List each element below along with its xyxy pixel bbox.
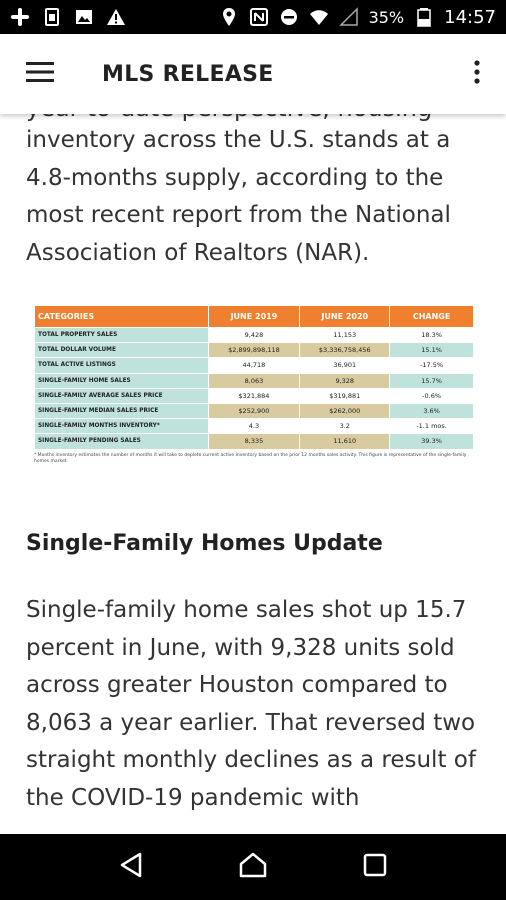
home-icon bbox=[238, 852, 268, 882]
table-cell: -17.5% bbox=[389, 357, 474, 374]
table-cell: 9,328 bbox=[299, 372, 391, 389]
status-left bbox=[10, 7, 126, 27]
table-cell: 4.3 bbox=[207, 418, 301, 435]
warning-icon bbox=[106, 7, 126, 27]
table-header-row: CATEGORIES JUNE 2019 JUNE 2020 CHANGE bbox=[34, 305, 474, 328]
table-row: TOTAL DOLLAR VOLUME $2,899,898,118 $3,33… bbox=[34, 342, 474, 359]
table-cell: 8,335 bbox=[207, 433, 301, 450]
section-heading: Single-Family Homes Update bbox=[26, 531, 383, 556]
table-cell: 36,901 bbox=[299, 357, 391, 374]
app-bar: MLS RELEASE bbox=[0, 34, 506, 114]
menu-icon bbox=[26, 62, 54, 86]
table-row: SINGLE-FAMILY AVERAGE SALES PRICE $321,8… bbox=[34, 387, 474, 404]
back-icon bbox=[119, 852, 143, 882]
more-vert-icon bbox=[474, 60, 480, 88]
table-cell: 39.3% bbox=[389, 433, 474, 450]
table-header: CHANGE bbox=[389, 305, 474, 328]
table-row: TOTAL ACTIVE LISTINGS 44,718 36,901 -17.… bbox=[34, 357, 474, 374]
table-cell: 3.2 bbox=[299, 418, 391, 435]
more-options-button[interactable] bbox=[448, 34, 506, 114]
table-cell: $2,899,898,118 bbox=[207, 342, 301, 359]
sim-icon bbox=[42, 7, 62, 27]
table-cell: 15.7% bbox=[389, 372, 474, 389]
article-content[interactable]: year-to-date perspective, housing invent… bbox=[0, 114, 506, 834]
table-row: TOTAL PROPERTY SALES 9,428 11,153 18.3% bbox=[34, 326, 474, 344]
article-paragraph: Single-family home sales shot up 15.7 pe… bbox=[26, 597, 476, 811]
back-button[interactable] bbox=[101, 837, 161, 897]
table-cell: TOTAL PROPERTY SALES bbox=[34, 326, 209, 344]
clock: 14:57 bbox=[444, 6, 496, 28]
table-cell: 3.6% bbox=[389, 402, 474, 420]
table-cell: 15.1% bbox=[389, 342, 474, 359]
table-cell: $321,884 bbox=[207, 387, 301, 404]
table-row: SINGLE-FAMILY MONTHS INVENTORY* 4.3 3.2 … bbox=[34, 418, 474, 435]
battery-icon bbox=[414, 7, 434, 27]
table-cell: SINGLE-FAMILY AVERAGE SALES PRICE bbox=[34, 387, 209, 404]
wifi-icon bbox=[309, 7, 329, 27]
location-icon bbox=[219, 7, 239, 27]
table-cell: 18.3% bbox=[389, 326, 474, 344]
table-cell: 11,610 bbox=[299, 433, 391, 450]
table-header: JUNE 2019 bbox=[207, 305, 301, 328]
table-row: SINGLE-FAMILY HOME SALES 8,063 9,328 15.… bbox=[34, 372, 474, 389]
table-cell: 44,718 bbox=[207, 357, 301, 374]
table-cell: $262,000 bbox=[299, 402, 391, 420]
table-cell: $252,900 bbox=[207, 402, 301, 420]
app-title: MLS RELEASE bbox=[102, 61, 274, 87]
status-right: 35% 14:57 bbox=[219, 7, 496, 28]
table-cell: TOTAL DOLLAR VOLUME bbox=[34, 342, 209, 359]
table-cell: SINGLE-FAMILY MONTHS INVENTORY* bbox=[34, 418, 209, 435]
table-cell: 11,153 bbox=[299, 326, 391, 344]
table-row: SINGLE-FAMILY PENDING SALES 8,335 11,610… bbox=[34, 433, 474, 450]
table-cell: SINGLE-FAMILY MEDIAN SALES PRICE bbox=[34, 402, 209, 420]
table-header: JUNE 2020 bbox=[299, 305, 391, 328]
navigation-bar bbox=[0, 834, 506, 900]
table-cell: 8,063 bbox=[207, 372, 301, 389]
table-cell: -0.6% bbox=[389, 387, 474, 404]
home-button[interactable] bbox=[223, 837, 283, 897]
nfc-icon bbox=[249, 7, 269, 27]
table-footnote: * Months inventory estimates the number … bbox=[34, 452, 467, 464]
mls-stats-table: CATEGORIES JUNE 2019 JUNE 2020 CHANGE TO… bbox=[34, 305, 474, 450]
table-header: CATEGORIES bbox=[34, 305, 209, 328]
table-row: SINGLE-FAMILY MEDIAN SALES PRICE $252,90… bbox=[34, 402, 474, 420]
recents-icon bbox=[363, 853, 387, 881]
battery-percent: 35% bbox=[368, 7, 405, 27]
table-cell: 9,428 bbox=[207, 326, 301, 344]
table-cell: $3,336,758,456 bbox=[299, 342, 391, 359]
slack-icon bbox=[10, 7, 30, 27]
table-cell: -1.1 mos. bbox=[389, 418, 474, 435]
signal-icon bbox=[338, 7, 359, 27]
table-cell: TOTAL ACTIVE LISTINGS bbox=[34, 357, 209, 374]
table-cell: SINGLE-FAMILY PENDING SALES bbox=[34, 433, 209, 450]
table-cell: SINGLE-FAMILY HOME SALES bbox=[34, 372, 209, 389]
article-cut-line: year-to-date perspective, housing bbox=[26, 114, 486, 127]
dnd-icon bbox=[279, 7, 299, 27]
table-cell: $319,881 bbox=[299, 387, 391, 404]
menu-button[interactable] bbox=[0, 34, 80, 114]
mls-stats-table-image: CATEGORIES JUNE 2019 JUNE 2020 CHANGE TO… bbox=[34, 305, 474, 465]
article-paragraph: inventory across the U.S. stands at a 4.… bbox=[26, 127, 451, 266]
recents-button[interactable] bbox=[345, 837, 405, 897]
status-bar: 35% 14:57 bbox=[0, 0, 506, 34]
image-icon bbox=[74, 7, 94, 27]
